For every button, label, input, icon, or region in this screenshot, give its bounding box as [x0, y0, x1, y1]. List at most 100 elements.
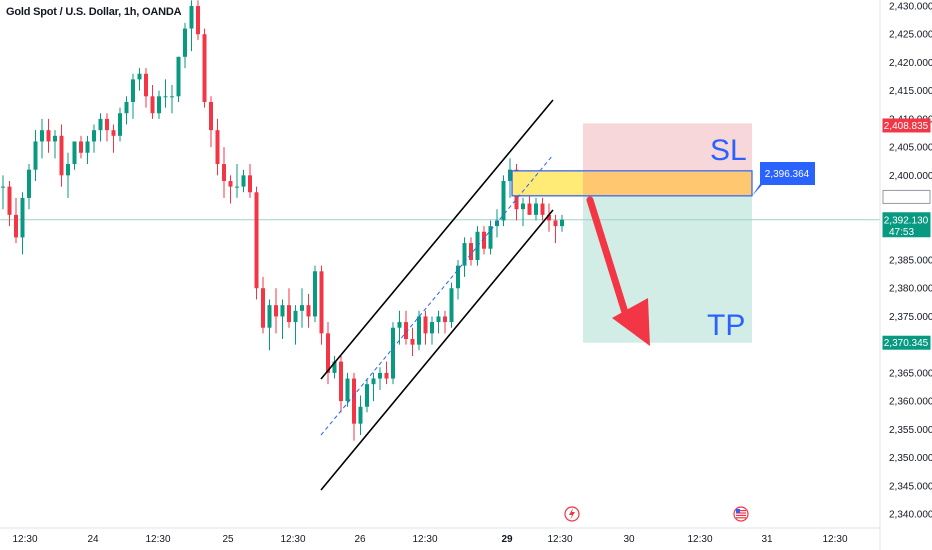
candle-body: [131, 79, 135, 102]
candle-body: [14, 214, 18, 238]
candle-body: [137, 73, 142, 80]
candle-body: [33, 141, 38, 170]
time-tick-label: 29: [501, 534, 513, 545]
candle-body: [40, 130, 44, 142]
candle-body: [144, 73, 148, 97]
price-tick-label: 2,345.000: [889, 481, 932, 492]
candle-body: [501, 180, 506, 221]
candle-body: [176, 56, 181, 97]
price-tick-label: 2,425.000: [889, 30, 932, 41]
channel-lower-line: [320, 209, 554, 491]
candle-body: [423, 316, 428, 334]
candle-body: [508, 169, 512, 181]
lightning-glyph: [569, 508, 575, 520]
flag-stripe: [736, 510, 746, 512]
candle-body: [98, 118, 103, 131]
candle-body: [300, 305, 304, 311]
candle-body: [534, 203, 538, 215]
candle-body: [527, 203, 532, 215]
flag-canton: [736, 509, 740, 513]
candle-body: [280, 305, 285, 317]
candle-body: [248, 175, 252, 193]
candle-body: [261, 288, 265, 328]
candle-body: [183, 28, 187, 57]
candle-body: [196, 6, 200, 35]
candle-body: [59, 135, 64, 176]
candle-body: [488, 226, 493, 249]
candle-body: [436, 316, 441, 323]
candle-body: [274, 305, 278, 317]
candle-body: [306, 305, 311, 317]
candle-body: [358, 406, 363, 424]
channel-upper-line: [320, 99, 554, 380]
candle-body: [547, 214, 551, 221]
candle-body: [449, 288, 454, 323]
price-tick-label: 2,430.000: [889, 2, 932, 13]
candle-body: [430, 322, 434, 334]
candle-body: [118, 113, 122, 136]
candle-body: [384, 372, 389, 379]
price-tick-label: 2,355.000: [889, 425, 932, 436]
candle-body: [7, 186, 12, 215]
time-tick-label: 12:30: [280, 534, 305, 545]
price-tick-label: 2,360.000: [889, 397, 932, 408]
price-badge: [882, 335, 931, 350]
price-tick-label: 2,415.000: [889, 86, 932, 97]
price-tick-label: 2,385.000: [889, 256, 932, 267]
price-badge-label: 2,408.835: [884, 121, 929, 132]
candle-body: [319, 271, 324, 334]
price-badge-label: 2,396.179: [884, 192, 929, 203]
candle-body: [202, 34, 207, 102]
candle-body: [287, 305, 291, 323]
candle-body: [560, 219, 564, 227]
time-tick-label: 26: [354, 534, 366, 545]
price-badge-label: 2,392.130: [884, 215, 929, 226]
time-tick-label: 24: [87, 534, 99, 545]
candle-body: [410, 339, 415, 345]
candle-body: [339, 361, 343, 402]
price-badge: [882, 118, 931, 133]
price-badge: [882, 212, 931, 238]
candle-body: [326, 333, 330, 373]
flag-stripe: [736, 512, 746, 514]
entry-price-callout[interactable]: [752, 162, 815, 196]
candle-body: [313, 271, 317, 317]
price-tick-label: 2,340.000: [889, 510, 932, 521]
candle-body: [365, 384, 369, 407]
price-tick-label: 2,405.000: [889, 143, 932, 154]
candle-body: [267, 305, 272, 328]
candle-body: [378, 372, 382, 379]
candle-body: [46, 130, 51, 142]
candle-body: [228, 180, 233, 187]
time-tick-label: 12:30: [412, 534, 437, 545]
candle-body: [254, 192, 259, 289]
candle-body: [189, 6, 194, 29]
time-tick-label: 12:30: [547, 534, 572, 545]
candle-body: [391, 327, 395, 379]
time-tick-label: 12:30: [12, 534, 37, 545]
price-tick-label: 2,375.000: [889, 312, 932, 323]
price-tick-label: 2,350.000: [889, 453, 932, 464]
candle-body: [79, 141, 83, 153]
candle-body: [482, 231, 486, 249]
price-tick-label: 2,420.000: [889, 58, 932, 69]
flag-stripe: [736, 517, 746, 519]
symbol-title: Gold Spot / U.S. Dollar, 1h, OANDA: [6, 6, 182, 18]
candle-body: [241, 175, 246, 187]
candle-body: [332, 361, 337, 373]
candle-body: [92, 130, 96, 142]
channel-midline: [320, 154, 554, 436]
candle-body: [72, 141, 77, 165]
candle-body: [20, 197, 25, 238]
sl-label: SL: [710, 134, 747, 167]
candle-body: [462, 243, 467, 266]
bearish-arrow-head: [612, 298, 650, 346]
candle-body: [1, 186, 5, 188]
time-tick-label: 25: [222, 534, 234, 545]
candle-body: [163, 96, 168, 98]
candle-body: [456, 265, 460, 289]
candle-body: [124, 101, 129, 114]
time-tick-label: 31: [761, 534, 773, 545]
